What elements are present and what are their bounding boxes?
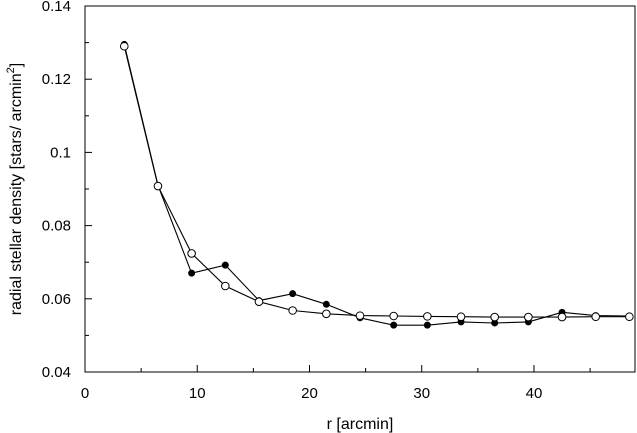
series-2-point bbox=[254, 297, 264, 307]
y-tick-label: 0.14 bbox=[42, 0, 71, 15]
x-tick-label: 0 bbox=[81, 385, 89, 402]
series-2-point bbox=[221, 281, 230, 291]
series-1-point bbox=[390, 321, 398, 329]
x-tick-label: 40 bbox=[526, 385, 543, 402]
series-2-point bbox=[288, 306, 297, 315]
y-tick-label: 0.06 bbox=[42, 291, 71, 308]
series-1-point bbox=[322, 300, 330, 308]
tick-labels: 0 10 20 30 40 0.04 0.06 0.08 0.1 0.12 0.14 bbox=[42, 0, 543, 402]
series-2-point bbox=[591, 312, 601, 322]
x-axis-title: r [arcmin] bbox=[327, 416, 394, 433]
y-axis-title-sup: 2 bbox=[5, 67, 17, 73]
series-2-point bbox=[187, 249, 196, 258]
series-2-point bbox=[355, 311, 365, 320]
y-axis-title-end: ] bbox=[8, 63, 25, 67]
series-2-point bbox=[153, 181, 163, 191]
series-2-point bbox=[423, 312, 432, 321]
series-1-point bbox=[188, 269, 196, 277]
y-tick-label: 0.04 bbox=[42, 364, 71, 381]
series-2-point bbox=[524, 312, 533, 322]
series-1-point bbox=[289, 290, 297, 298]
series-2-point bbox=[456, 312, 466, 322]
series-2-point bbox=[557, 312, 567, 322]
series-1-point bbox=[423, 321, 431, 329]
series-1-point bbox=[221, 261, 229, 269]
series-group bbox=[119, 40, 634, 329]
x-tick-label: 10 bbox=[189, 385, 206, 402]
y-tick-label: 0.1 bbox=[50, 144, 71, 161]
series-2-point bbox=[119, 41, 129, 51]
y-axis-title: radial stellar density [stars/ arcmin2] bbox=[5, 63, 25, 315]
series-2-point bbox=[322, 309, 331, 319]
series-2-point bbox=[625, 312, 634, 322]
x-tick-label: 20 bbox=[301, 385, 318, 402]
series-2-point bbox=[490, 312, 499, 322]
y-axis-title-main: radial stellar density [stars/ arcmin bbox=[8, 73, 25, 315]
series-2-point bbox=[389, 311, 398, 321]
axis-ticks bbox=[84, 5, 591, 373]
y-tick-label: 0.08 bbox=[42, 218, 71, 235]
y-tick-label: 0.12 bbox=[42, 71, 71, 88]
x-tick-label: 30 bbox=[413, 385, 430, 402]
series-2-line bbox=[123, 46, 630, 318]
